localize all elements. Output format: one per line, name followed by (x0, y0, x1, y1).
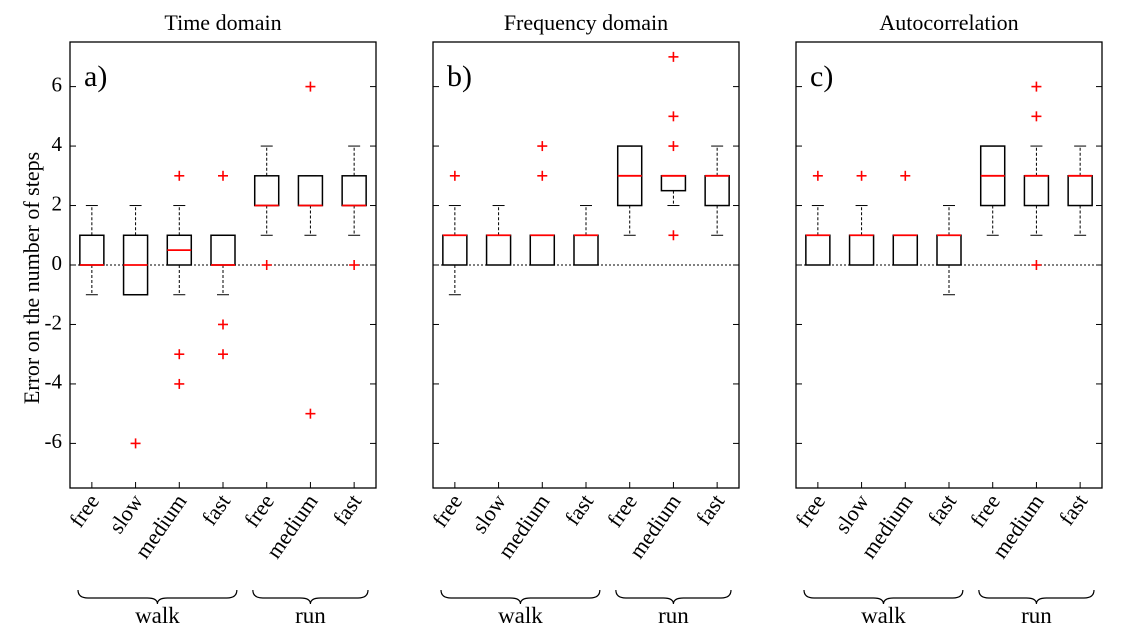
box-iqr (79, 234, 105, 266)
box-iqr (341, 175, 367, 207)
box-fast: fast (691, 145, 730, 530)
box-fast: fast (197, 170, 236, 530)
x-category-label: fast (923, 489, 962, 529)
x-category-label: free (64, 489, 104, 531)
box-iqr (485, 234, 512, 266)
outlier-marker (349, 260, 360, 270)
outlier-marker (218, 319, 228, 330)
box-iqr (442, 234, 468, 266)
x-category-label: fast (691, 489, 730, 529)
box-iqr (1067, 175, 1093, 207)
group-label-walk: walk (135, 603, 180, 628)
group-label-run: run (1021, 603, 1052, 628)
box-free: free (239, 145, 280, 532)
box-iqr (848, 234, 875, 266)
x-category-label: free (790, 489, 830, 531)
x-category-label: free (602, 489, 642, 531)
group-brace-walk (803, 589, 964, 605)
x-category-label: free (239, 489, 279, 531)
group-label-run: run (295, 603, 326, 628)
y-tick-label: 6 (52, 72, 63, 96)
box-iqr (1023, 175, 1050, 207)
outlier-marker (130, 438, 141, 449)
box-iqr (936, 234, 962, 266)
group-brace-run (978, 589, 1095, 605)
x-category-label: fast (560, 489, 599, 529)
box-fast: fast (1054, 145, 1093, 530)
outlier-marker (668, 111, 679, 122)
outlier-marker (1031, 260, 1042, 270)
outlier-marker (261, 260, 272, 270)
outlier-marker (537, 141, 548, 152)
group-label-walk: walk (498, 603, 543, 628)
outlier-marker (537, 170, 548, 181)
panel-title: Autocorrelation (879, 10, 1018, 35)
box-iqr (892, 234, 919, 266)
panel-title: Time domain (164, 10, 281, 35)
outlier-marker (812, 170, 823, 181)
outlier-marker (174, 349, 185, 360)
box-iqr (573, 234, 599, 266)
y-tick-label: 0 (52, 251, 63, 275)
outlier-marker (668, 230, 679, 241)
box-medium: medium (261, 81, 324, 563)
group-brace-run (615, 589, 732, 605)
outlier-marker (305, 81, 316, 92)
outlier-marker (305, 408, 316, 419)
box-iqr (529, 234, 556, 266)
outlier-marker (856, 170, 867, 181)
y-tick-label: -2 (45, 310, 63, 334)
box-fast: fast (328, 145, 367, 530)
group-label-walk: walk (861, 603, 906, 628)
group-brace-walk (440, 589, 601, 605)
box-slow: slow (829, 170, 875, 538)
box-iqr (253, 175, 280, 207)
outlier-marker (174, 170, 185, 181)
x-category-label: fast (197, 489, 236, 529)
box-free: free (602, 145, 643, 532)
outlier-marker (1031, 111, 1042, 122)
box-fast: fast (560, 205, 599, 530)
group-brace-run (252, 589, 369, 605)
panel-title: Frequency domain (504, 10, 668, 35)
panel-label: c) (810, 60, 833, 93)
y-axis-label: Error on the number of steps (19, 152, 44, 404)
box-iqr (660, 175, 687, 192)
outlier-marker (218, 170, 228, 181)
outlier-marker (174, 378, 185, 389)
outlier-marker (900, 170, 911, 181)
box-iqr (297, 175, 324, 207)
panel-label: b) (447, 60, 472, 93)
panel-label: a) (84, 60, 107, 93)
x-category-label: free (427, 489, 467, 531)
outlier-marker (449, 170, 460, 181)
outlier-marker (1031, 81, 1042, 92)
box-medium: medium (624, 51, 687, 563)
box-iqr (210, 234, 236, 266)
box-fast: fast (923, 205, 962, 530)
x-category-label: fast (328, 489, 367, 529)
y-tick-label: 2 (52, 191, 63, 215)
box-free: free (965, 145, 1006, 532)
y-tick-label: 4 (52, 132, 63, 156)
outlier-marker (668, 51, 679, 62)
x-category-label: free (965, 489, 1005, 531)
group-label-run: run (658, 603, 689, 628)
outlier-marker (218, 349, 228, 360)
box-iqr (704, 175, 730, 207)
group-brace-walk (77, 589, 238, 605)
x-category-label: fast (1054, 489, 1093, 529)
box-iqr (805, 234, 831, 266)
y-tick-label: -6 (45, 429, 63, 453)
y-tick-label: -4 (45, 370, 63, 394)
outlier-marker (668, 141, 679, 152)
